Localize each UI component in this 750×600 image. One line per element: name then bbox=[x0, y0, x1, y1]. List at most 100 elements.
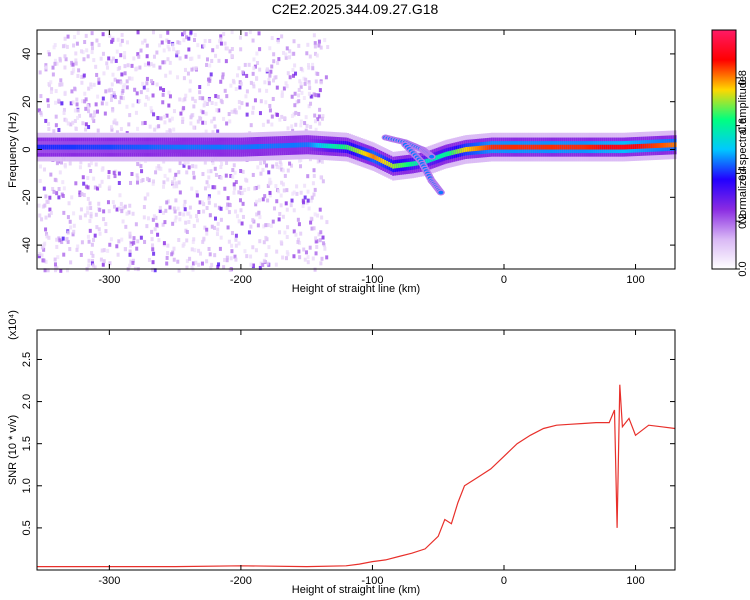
noise-cell bbox=[84, 33, 88, 38]
noise-cell bbox=[54, 114, 58, 119]
noise-cell bbox=[257, 184, 261, 189]
branch-core bbox=[438, 190, 444, 195]
noise-cell bbox=[167, 90, 171, 95]
ridge-cell bbox=[445, 151, 448, 157]
noise-cell bbox=[262, 224, 266, 229]
noise-cell bbox=[271, 164, 275, 169]
noise-cell bbox=[249, 123, 253, 128]
colorbar-tick-label: 0.0 bbox=[737, 261, 749, 276]
noise-cell bbox=[191, 261, 195, 266]
noise-cell bbox=[44, 215, 48, 220]
noise-cell bbox=[94, 162, 98, 167]
noise-cell bbox=[285, 46, 289, 51]
ridge-cell bbox=[601, 144, 604, 150]
ridge-cell bbox=[548, 144, 551, 150]
noise-cell bbox=[152, 63, 156, 68]
noise-cell bbox=[86, 210, 90, 215]
noise-cell bbox=[298, 240, 302, 245]
noise-cell bbox=[190, 265, 194, 270]
noise-cell bbox=[84, 184, 88, 189]
noise-cell bbox=[230, 231, 234, 236]
y-tick-label: -20 bbox=[21, 189, 33, 205]
noise-cell bbox=[262, 258, 266, 263]
ridge-cell bbox=[100, 144, 103, 150]
noise-cell bbox=[136, 30, 140, 35]
noise-cell bbox=[42, 243, 46, 248]
noise-cell bbox=[174, 198, 178, 203]
noise-cell bbox=[92, 237, 96, 242]
noise-cell bbox=[320, 256, 324, 261]
noise-cell bbox=[190, 247, 194, 252]
ridge-cell bbox=[133, 144, 136, 150]
noise-cell bbox=[158, 65, 162, 70]
noise-cell bbox=[91, 116, 95, 121]
ridge-cell bbox=[392, 163, 395, 169]
noise-cell bbox=[55, 191, 59, 196]
noise-cell bbox=[233, 170, 237, 175]
noise-cell bbox=[152, 214, 156, 219]
noise-cell bbox=[278, 165, 282, 170]
noise-cell bbox=[127, 122, 131, 127]
noise-cell bbox=[234, 110, 238, 115]
noise-cell bbox=[86, 185, 90, 190]
ridge-cell bbox=[58, 144, 61, 150]
noise-cell bbox=[189, 30, 193, 35]
noise-cell bbox=[111, 38, 115, 43]
noise-cell bbox=[237, 66, 241, 71]
noise-cell bbox=[101, 32, 105, 37]
ridge-cell bbox=[378, 157, 381, 162]
noise-cell bbox=[230, 243, 234, 248]
noise-cell bbox=[304, 77, 308, 82]
noise-cell bbox=[240, 101, 244, 106]
noise-cell bbox=[214, 172, 218, 177]
noise-cell bbox=[111, 56, 115, 61]
noise-cell bbox=[234, 243, 238, 248]
noise-cell bbox=[231, 174, 235, 179]
noise-cell bbox=[151, 267, 155, 272]
noise-cell bbox=[296, 217, 300, 222]
noise-cell bbox=[168, 118, 172, 123]
ridge-cell bbox=[583, 144, 586, 150]
ridge-cell bbox=[455, 149, 458, 155]
noise-cell bbox=[292, 39, 296, 44]
noise-cell bbox=[212, 225, 216, 230]
ridge-cell bbox=[62, 144, 65, 150]
ridge-cell bbox=[506, 144, 509, 150]
noise-cell bbox=[181, 116, 185, 121]
y-tick-label: 2.0 bbox=[21, 394, 33, 409]
noise-cell bbox=[166, 44, 170, 49]
ridge-cell bbox=[447, 151, 450, 157]
noise-cell bbox=[155, 50, 159, 55]
x-tick-label: 100 bbox=[626, 575, 644, 587]
noise-cell bbox=[145, 54, 149, 59]
noise-cell bbox=[172, 184, 176, 189]
noise-cell bbox=[187, 219, 191, 224]
noise-cell bbox=[139, 48, 143, 53]
noise-cell bbox=[187, 165, 191, 170]
noise-cell bbox=[147, 178, 151, 183]
noise-cell bbox=[303, 81, 307, 86]
ridge-cell bbox=[169, 144, 172, 150]
noise-cell bbox=[216, 94, 220, 99]
noise-cell bbox=[56, 255, 60, 260]
noise-cell bbox=[83, 91, 87, 96]
ridge-cell bbox=[625, 144, 628, 150]
y-tick-label: -40 bbox=[21, 237, 33, 253]
noise-cell bbox=[213, 166, 217, 171]
noise-cell bbox=[130, 76, 134, 81]
noise-cell bbox=[151, 181, 155, 186]
noise-cell bbox=[72, 43, 76, 48]
noise-cell bbox=[307, 206, 311, 211]
noise-cell bbox=[137, 54, 141, 59]
noise-cell bbox=[89, 206, 93, 211]
noise-cell bbox=[256, 61, 260, 66]
noise-cell bbox=[188, 88, 192, 93]
noise-cell bbox=[82, 57, 86, 62]
noise-cell bbox=[237, 99, 241, 104]
noise-cell bbox=[113, 174, 117, 179]
noise-cell bbox=[266, 198, 270, 203]
ridge-cell bbox=[555, 144, 559, 150]
noise-cell bbox=[123, 71, 127, 76]
ridge-cell bbox=[553, 144, 557, 150]
noise-cell bbox=[44, 63, 48, 68]
